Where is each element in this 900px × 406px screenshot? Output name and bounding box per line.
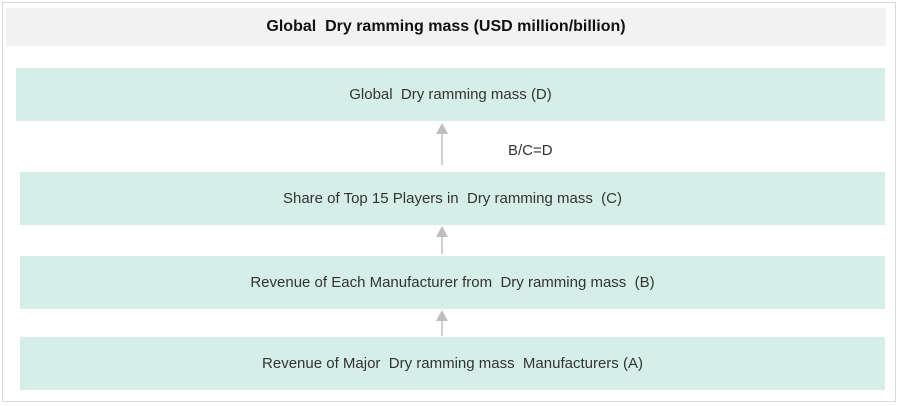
box-global-market-d: Global Dry ramming mass (D) (16, 68, 885, 121)
formula-label: B/C=D (508, 142, 553, 159)
box-revenue-each-manufacturer-b: Revenue of Each Manufacturer from Dry ra… (20, 256, 885, 309)
arrow-b-to-c (436, 226, 448, 254)
box-share-top-players-c: Share of Top 15 Players in Dry ramming m… (20, 172, 885, 225)
arrow-c-to-d (436, 123, 448, 165)
arrow-a-to-b (436, 310, 448, 336)
diagram-frame (2, 2, 896, 402)
box-revenue-major-manufacturers-a: Revenue of Major Dry ramming mass Manufa… (20, 337, 885, 390)
diagram-title: Global Dry ramming mass (USD million/bil… (6, 8, 886, 46)
